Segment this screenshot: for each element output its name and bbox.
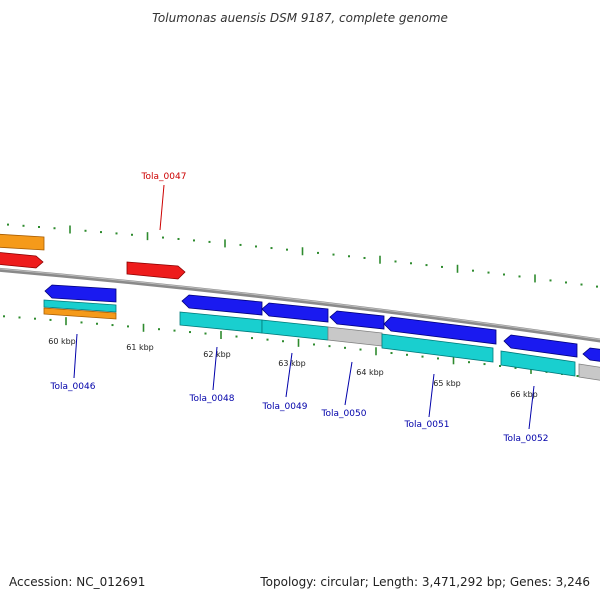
reverse-other-feature-partial[interactable]: [578, 363, 600, 381]
gene-label-tola-0047[interactable]: Tola_0047: [141, 172, 187, 182]
reverse-cds-feature-tola-0051[interactable]: [383, 316, 497, 345]
reverse-cds-feature-tola-0048[interactable]: [181, 294, 263, 316]
gene-labels: Tola_0047 Tola_0046 Tola_0048 Tola_0049 …: [50, 172, 549, 444]
reverse-cds-feature-partial[interactable]: [582, 347, 600, 362]
scale-label: 63 kbp: [278, 359, 306, 368]
reverse-gene-feature-tola-0051[interactable]: [381, 333, 494, 363]
reverse-gene-feature-tola-0049[interactable]: [261, 319, 329, 341]
gene-label-tola-0052[interactable]: Tola_0052: [503, 434, 549, 444]
scale-label: 62 kbp: [203, 350, 231, 359]
leader-line-tola-0048: [212, 346, 218, 391]
gene-label-leaders: [73, 184, 535, 430]
gene-label-tola-0049[interactable]: Tola_0049: [262, 402, 308, 412]
map-title: Tolumonas auensis DSM 9187, complete gen…: [152, 11, 448, 25]
genome-backbone-highlight: [0, 268, 600, 341]
reverse-strand-features: [43, 284, 600, 381]
forward-cds-feature-tola-0047[interactable]: [126, 261, 186, 280]
accession-text: Accession: NC_012691: [9, 575, 145, 589]
reverse-other-feature-tola-0050[interactable]: [327, 326, 383, 347]
genome-backbone: [0, 267, 600, 343]
scale-label: 61 kbp: [126, 343, 154, 352]
gene-label-tola-0048[interactable]: Tola_0048: [189, 394, 235, 404]
reverse-gene-feature-tola-0052[interactable]: [500, 350, 576, 377]
topology-text: Topology: circular; Length: 3,471,292 bp…: [259, 575, 590, 589]
reverse-cds-feature-tola-0049[interactable]: [261, 302, 329, 323]
scale-label: 65 kbp: [433, 379, 461, 388]
reverse-cds-feature-tola-0046[interactable]: [44, 284, 117, 303]
forward-strand-features: [0, 233, 186, 280]
scale-label: 64 kbp: [356, 368, 384, 377]
reverse-cds-feature-tola-0052[interactable]: [503, 334, 578, 358]
leader-line-tola-0046: [73, 333, 78, 379]
leader-line-tola-0049: [285, 352, 293, 398]
reverse-extra-feature-tola-0046[interactable]: [43, 307, 117, 320]
leader-line-tola-0051: [428, 373, 435, 418]
forward-cds-feature[interactable]: [0, 252, 44, 269]
gene-label-tola-0050[interactable]: Tola_0050: [321, 409, 367, 419]
gene-label-tola-0051[interactable]: Tola_0051: [404, 420, 450, 430]
scale-label: 60 kbp: [48, 337, 76, 346]
outer-tick-track: [7, 223, 598, 288]
scale-label: 66 kbp: [510, 390, 538, 399]
gene-label-tola-0046[interactable]: Tola_0046: [50, 382, 96, 392]
leader-line-tola-0047: [159, 184, 165, 231]
reverse-gene-feature-tola-0048[interactable]: [179, 311, 263, 334]
leader-line-tola-0052: [528, 385, 535, 430]
reverse-gene-feature-tola-0046[interactable]: [43, 299, 117, 313]
forward-gene-feature[interactable]: [0, 233, 45, 251]
scale-labels: 60 kbp 61 kbp 62 kbp 63 kbp 64 kbp 65 kb…: [48, 337, 538, 399]
reverse-cds-feature-tola-0050[interactable]: [329, 310, 385, 330]
leader-line-tola-0050: [344, 361, 353, 406]
